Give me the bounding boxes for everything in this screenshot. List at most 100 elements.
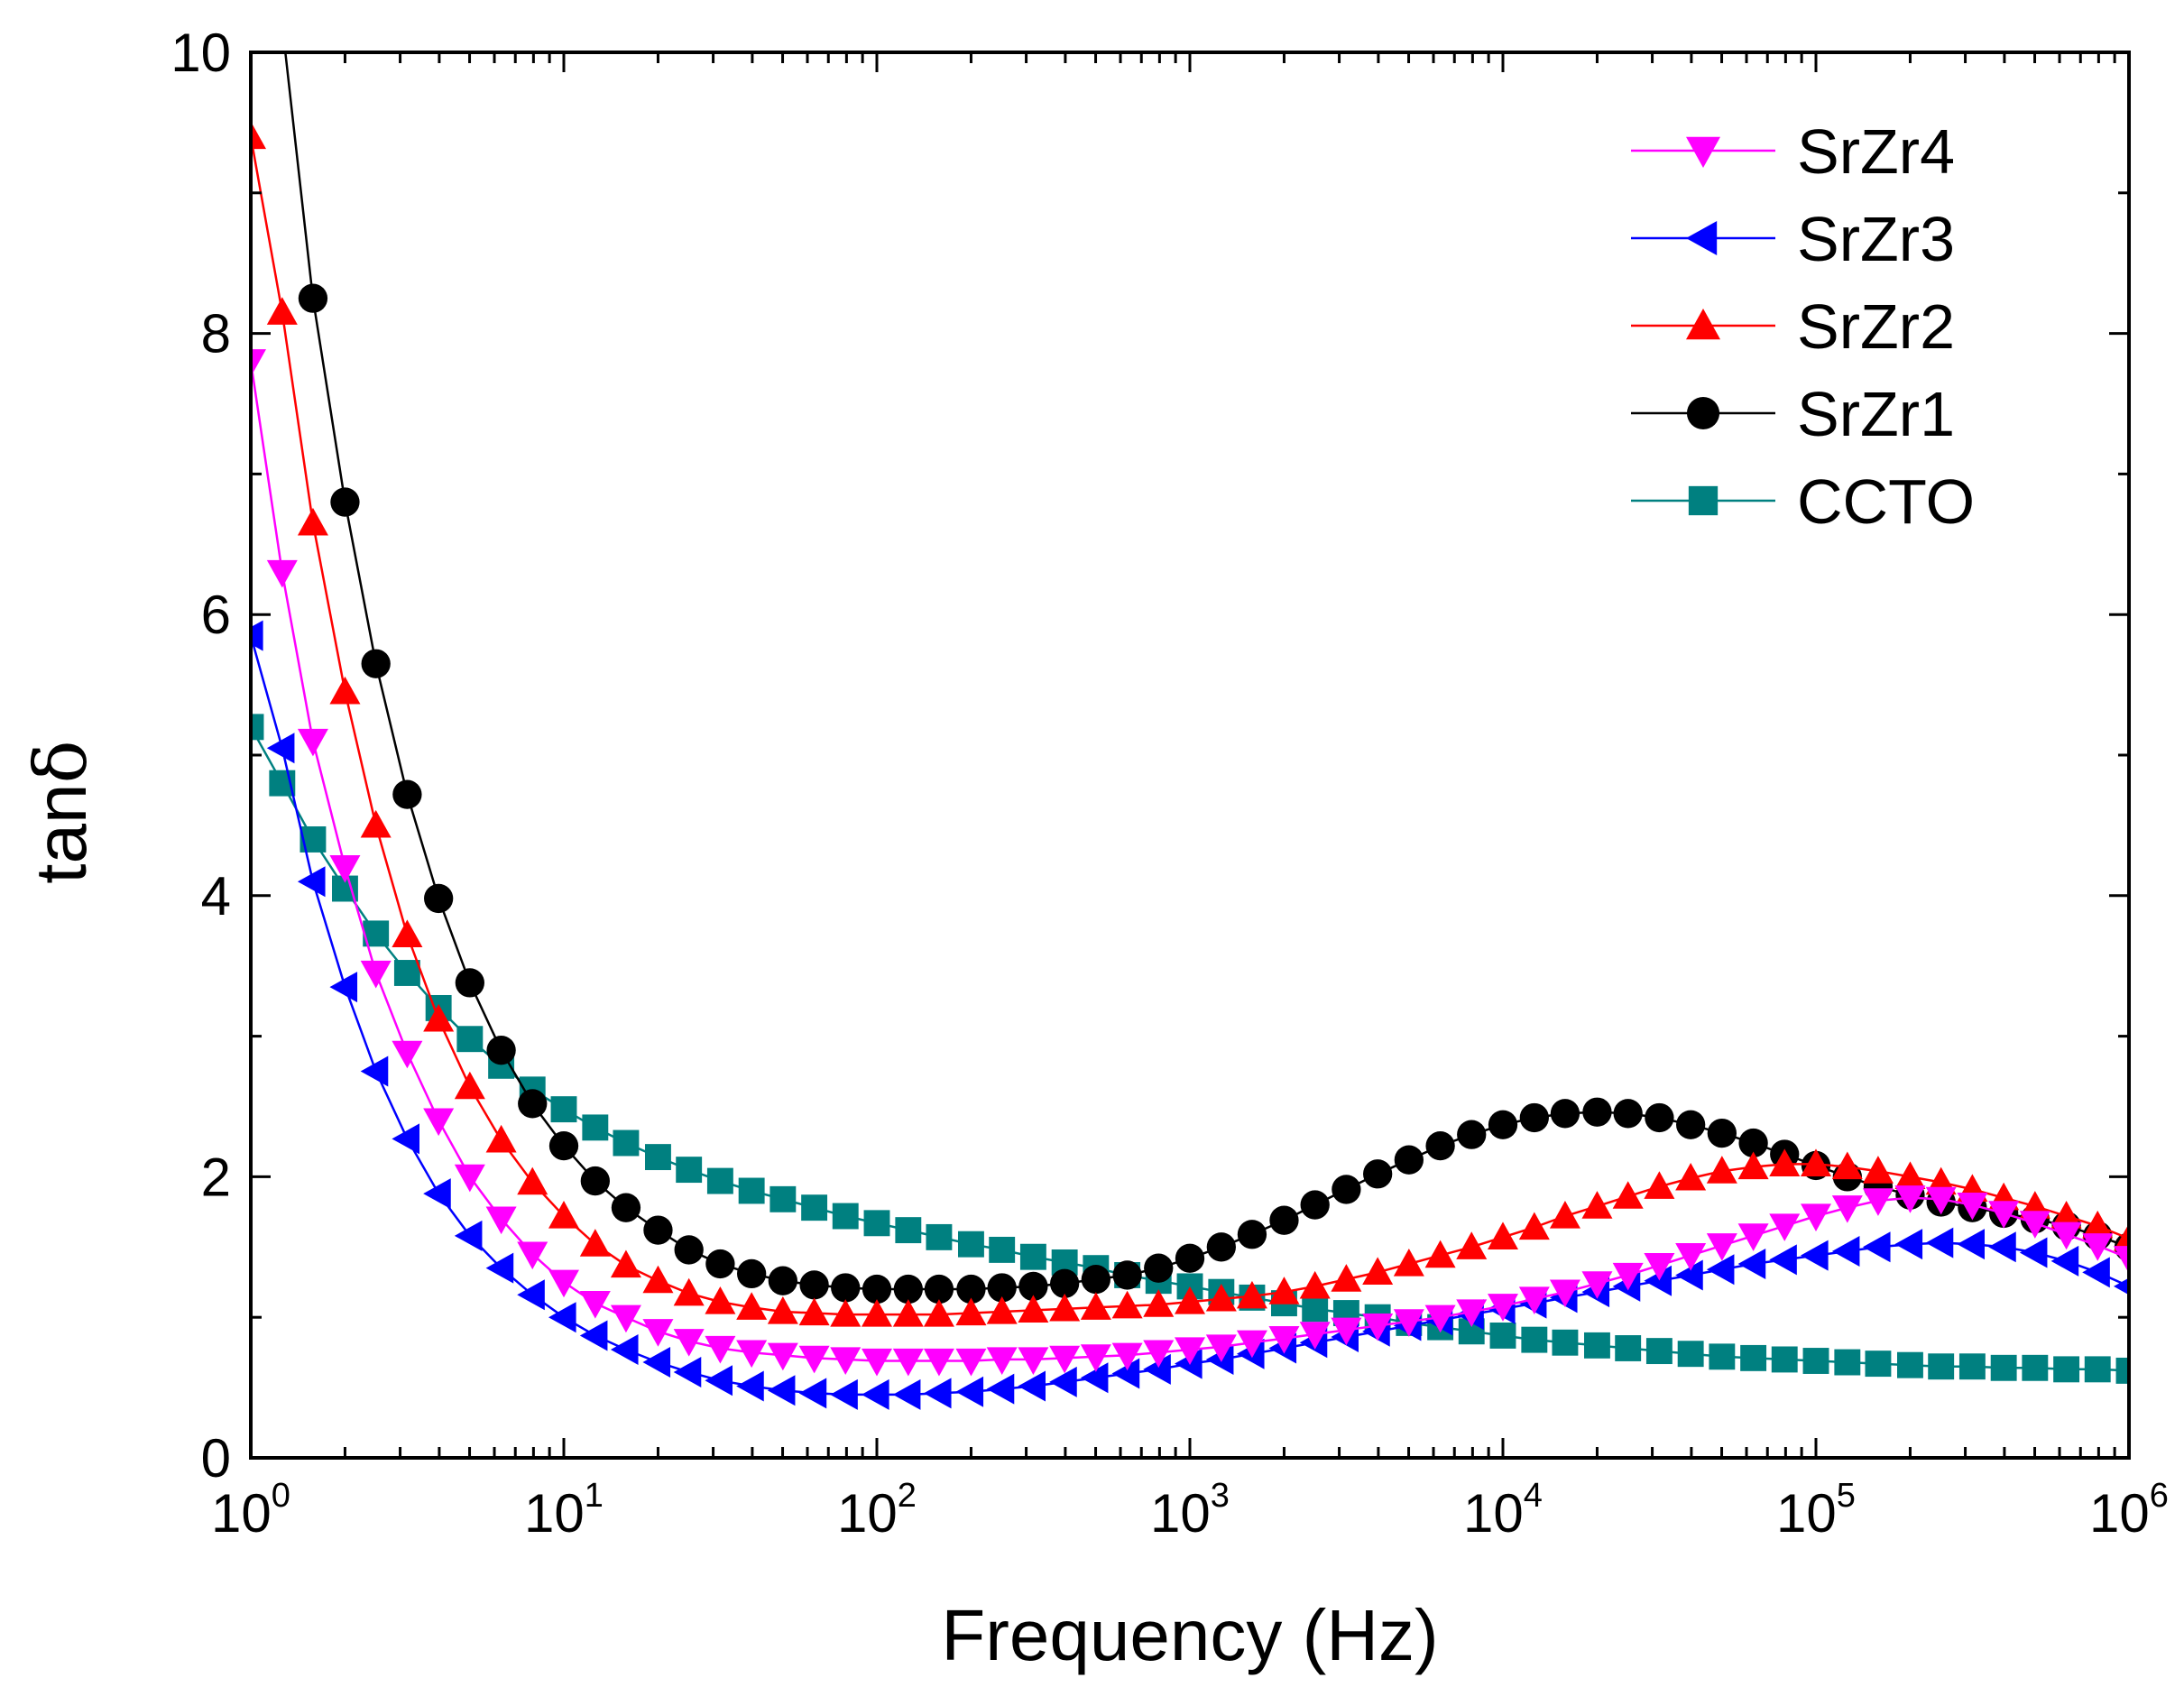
data-point-srzr3 — [1049, 1366, 1077, 1397]
data-point-srzr1 — [486, 1036, 516, 1065]
data-point-srzr1 — [455, 968, 484, 998]
data-point-srzr4 — [1988, 1201, 2020, 1229]
data-point-srzr3 — [955, 1376, 984, 1407]
data-point-srzr1 — [1613, 1099, 1643, 1129]
data-point-srzr2 — [1549, 1201, 1580, 1229]
data-point-ccto — [2115, 1357, 2129, 1384]
y-axis-title-symbol: δ — [19, 740, 103, 783]
data-point-srzr4 — [360, 960, 392, 989]
data-point-srzr4 — [1675, 1243, 1707, 1271]
data-point-srzr1 — [1582, 1097, 1612, 1127]
data-point-ccto — [1771, 1346, 1798, 1373]
data-point-srzr4 — [1957, 1192, 1988, 1221]
data-point-srzr4 — [2019, 1211, 2050, 1239]
data-point-srzr2 — [2114, 1222, 2129, 1251]
data-point-srzr2 — [251, 121, 266, 150]
data-point-srzr4 — [1737, 1223, 1769, 1251]
data-point-ccto — [2053, 1356, 2080, 1383]
data-point-srzr3 — [1143, 1353, 1171, 1385]
data-point-srzr2 — [610, 1249, 641, 1278]
data-point-srzr3 — [1018, 1370, 1046, 1402]
data-point-srzr1 — [392, 779, 422, 809]
data-point-srzr3 — [579, 1320, 608, 1351]
legend: SrZr4 SrZr3 SrZr2 SrZr1 CCTO — [1631, 116, 1975, 537]
data-point-srzr4 — [1769, 1213, 1801, 1241]
data-point-srzr1 — [1112, 1260, 1142, 1290]
data-point-srzr2 — [2082, 1210, 2114, 1239]
legend-label: SrZr2 — [1797, 291, 1955, 362]
data-point-srzr4 — [830, 1347, 862, 1375]
data-point-srzr4 — [862, 1348, 892, 1377]
data-point-ccto — [1645, 1338, 1673, 1365]
data-point-srzr2 — [1894, 1161, 1926, 1189]
data-point-srzr2 — [736, 1292, 768, 1320]
data-point-ccto — [863, 1210, 890, 1237]
data-point-srzr2 — [1268, 1277, 1300, 1304]
data-point-ccto — [1019, 1243, 1046, 1270]
y-axis-title: tanδ — [19, 740, 103, 883]
data-point-ccto — [1677, 1341, 1704, 1368]
data-point-srzr3 — [251, 620, 263, 651]
data-point-srzr3 — [485, 1252, 514, 1284]
data-point-srzr1 — [924, 1274, 954, 1304]
legend-item-srzr1: SrZr1 — [1631, 379, 1955, 449]
data-point-ccto — [1709, 1343, 1736, 1370]
data-point-srzr3 — [1925, 1227, 1954, 1258]
data-point-srzr1 — [831, 1273, 861, 1303]
data-point-srzr3 — [297, 866, 326, 898]
data-point-srzr2 — [798, 1297, 830, 1326]
data-point-srzr2 — [1143, 1289, 1175, 1317]
data-point-srzr2 — [1299, 1270, 1331, 1299]
data-point-srzr3 — [1894, 1229, 1923, 1260]
data-point-srzr2 — [1831, 1151, 1863, 1180]
data-point-srzr1 — [1018, 1271, 1048, 1302]
data-point-srzr2 — [548, 1201, 579, 1229]
data-point-srzr4 — [1801, 1203, 1831, 1232]
data-point-srzr4 — [1080, 1344, 1111, 1372]
data-point-ccto — [1928, 1353, 1955, 1380]
data-point-ccto — [393, 960, 420, 986]
data-point-srzr3 — [736, 1370, 764, 1402]
data-point-srzr2 — [1456, 1231, 1488, 1259]
data-point-srzr1 — [518, 1089, 548, 1119]
data-point-srzr4 — [673, 1329, 705, 1357]
data-point-srzr3 — [329, 972, 358, 1003]
data-point-srzr3 — [2050, 1245, 2079, 1277]
data-point-ccto — [645, 1144, 671, 1171]
data-point-srzr2 — [1488, 1221, 1518, 1249]
data-point-srzr1 — [768, 1266, 797, 1295]
data-point-ccto — [251, 714, 264, 741]
data-point-srzr4 — [923, 1348, 954, 1377]
data-point-srzr1 — [1363, 1159, 1393, 1189]
data-point-srzr2 — [767, 1295, 798, 1324]
data-point-ccto — [706, 1167, 733, 1194]
axes-layer: 0 2 4 6 8 10 100 101 102 103 104 105 106 — [170, 23, 2169, 1544]
data-point-srzr4 — [423, 1108, 455, 1137]
data-point-srzr2 — [360, 809, 392, 838]
data-point-srzr2 — [1612, 1181, 1644, 1209]
series-srzr2 — [251, 121, 2129, 1327]
data-point-srzr1 — [893, 1274, 923, 1304]
data-point-srzr4 — [1706, 1233, 1737, 1261]
data-point-srzr1 — [424, 883, 454, 914]
data-point-ccto — [582, 1114, 609, 1141]
data-point-srzr3 — [1644, 1265, 1672, 1296]
data-point-srzr2 — [673, 1277, 705, 1306]
data-point-srzr3 — [1111, 1358, 1140, 1389]
data-point-srzr2 — [454, 1071, 485, 1100]
data-point-srzr2 — [266, 297, 298, 325]
data-point-srzr4 — [798, 1345, 830, 1374]
data-point-srzr2 — [1362, 1257, 1394, 1285]
legend-marker — [1686, 309, 1720, 340]
data-point-srzr2 — [923, 1299, 954, 1327]
data-point-srzr1 — [1237, 1220, 1267, 1249]
data-point-srzr4 — [1424, 1304, 1456, 1333]
data-point-ccto — [895, 1217, 922, 1244]
data-point-srzr4 — [1268, 1325, 1300, 1354]
x-tick-label: 101 — [524, 1477, 604, 1544]
y-tick-label: 8 — [201, 304, 231, 364]
x-tick-label: 105 — [1776, 1477, 1856, 1544]
data-point-srzr2 — [1175, 1286, 1205, 1314]
y-tick-label: 6 — [201, 585, 231, 645]
data-point-srzr4 — [266, 559, 298, 588]
